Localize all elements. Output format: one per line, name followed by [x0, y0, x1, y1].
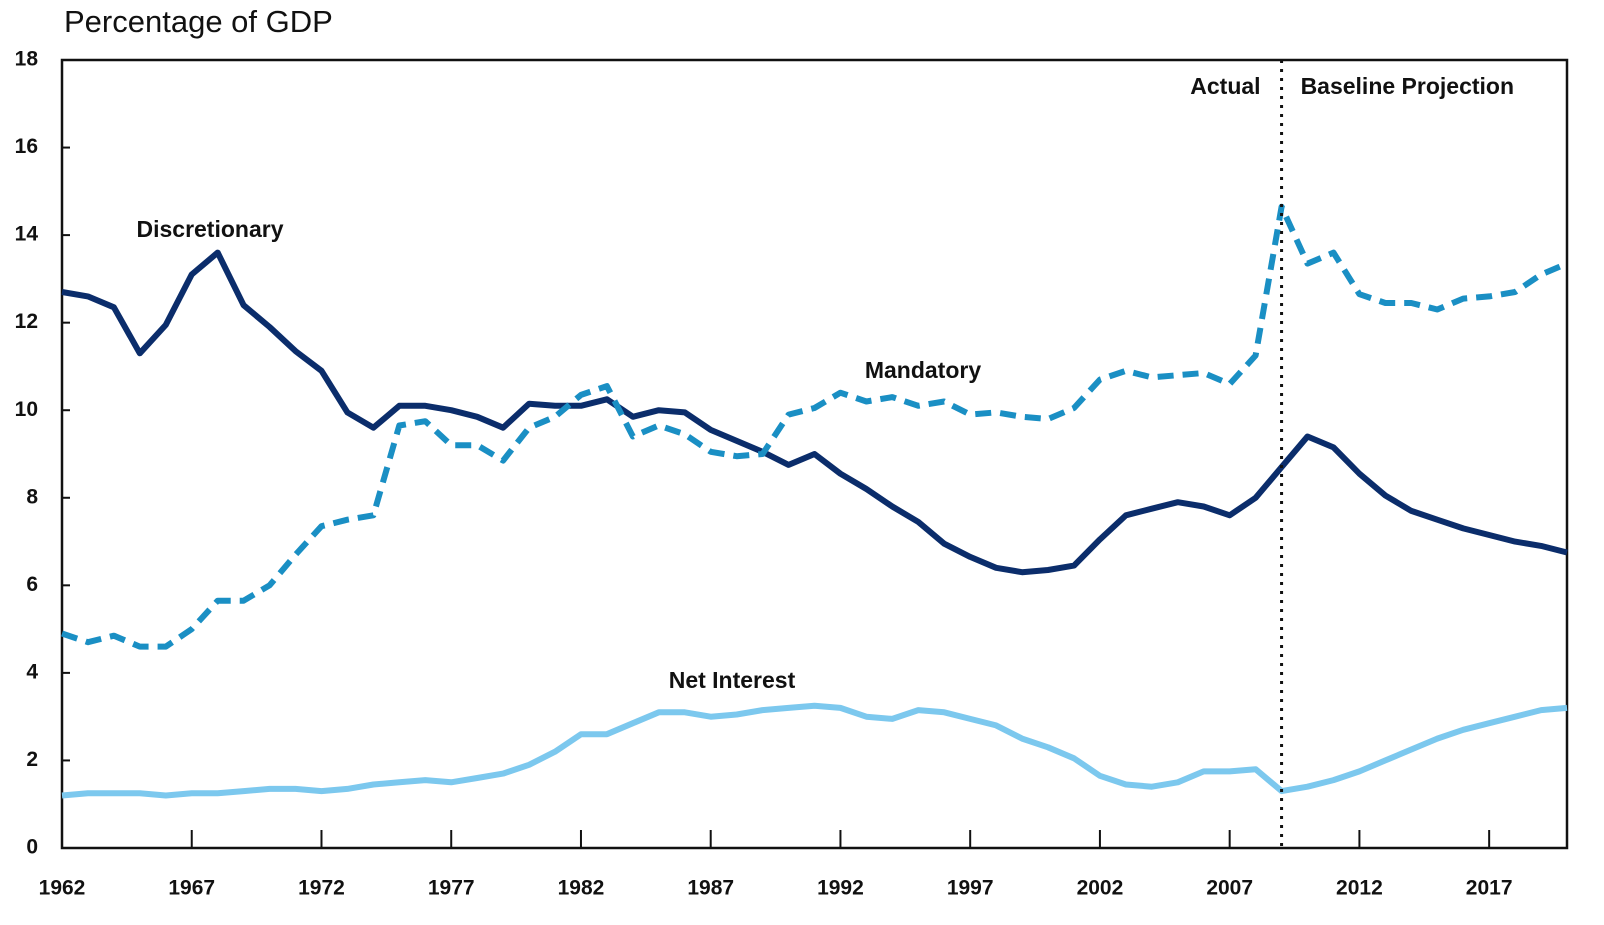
series-line: [61, 702, 1568, 799]
y-tick-label: 18: [15, 48, 39, 71]
chart-title: Percentage of GDP: [64, 4, 333, 39]
series-line: [61, 203, 1569, 650]
x-tick-label: 1972: [298, 877, 345, 900]
x-tick-label: 1987: [687, 877, 734, 900]
y-tick-label: 12: [15, 310, 38, 333]
x-tick-label: 2007: [1206, 877, 1253, 900]
x-tick-label: 1967: [168, 877, 215, 900]
x-tick-label: 1962: [39, 877, 86, 900]
x-tick-label: 1982: [558, 877, 605, 900]
x-tick-label: 2002: [1077, 877, 1124, 900]
x-tick-label: 2012: [1336, 877, 1383, 900]
y-tick-label: 14: [15, 223, 39, 246]
x-tick-label: 1977: [428, 877, 475, 900]
series-line: [61, 249, 1568, 576]
x-tick-label: 1997: [947, 877, 994, 900]
y-tick-label: 2: [26, 748, 38, 771]
y-tick-label: 6: [26, 573, 38, 596]
x-tick-label: 2017: [1466, 877, 1513, 900]
x-tick-label: 1992: [817, 877, 864, 900]
y-tick-label: 16: [15, 135, 38, 158]
annotation: Baseline Projection: [1301, 73, 1514, 99]
y-tick-label: 10: [15, 398, 38, 421]
y-tick-label: 4: [26, 660, 38, 683]
annotation: Actual: [1190, 73, 1260, 99]
series-label: Discretionary: [136, 216, 283, 242]
y-tick-label: 0: [26, 836, 38, 859]
series-label: Mandatory: [865, 357, 982, 383]
series-label: Net Interest: [669, 667, 796, 693]
y-tick-label: 8: [26, 485, 38, 508]
plot-frame: [60, 58, 1569, 850]
